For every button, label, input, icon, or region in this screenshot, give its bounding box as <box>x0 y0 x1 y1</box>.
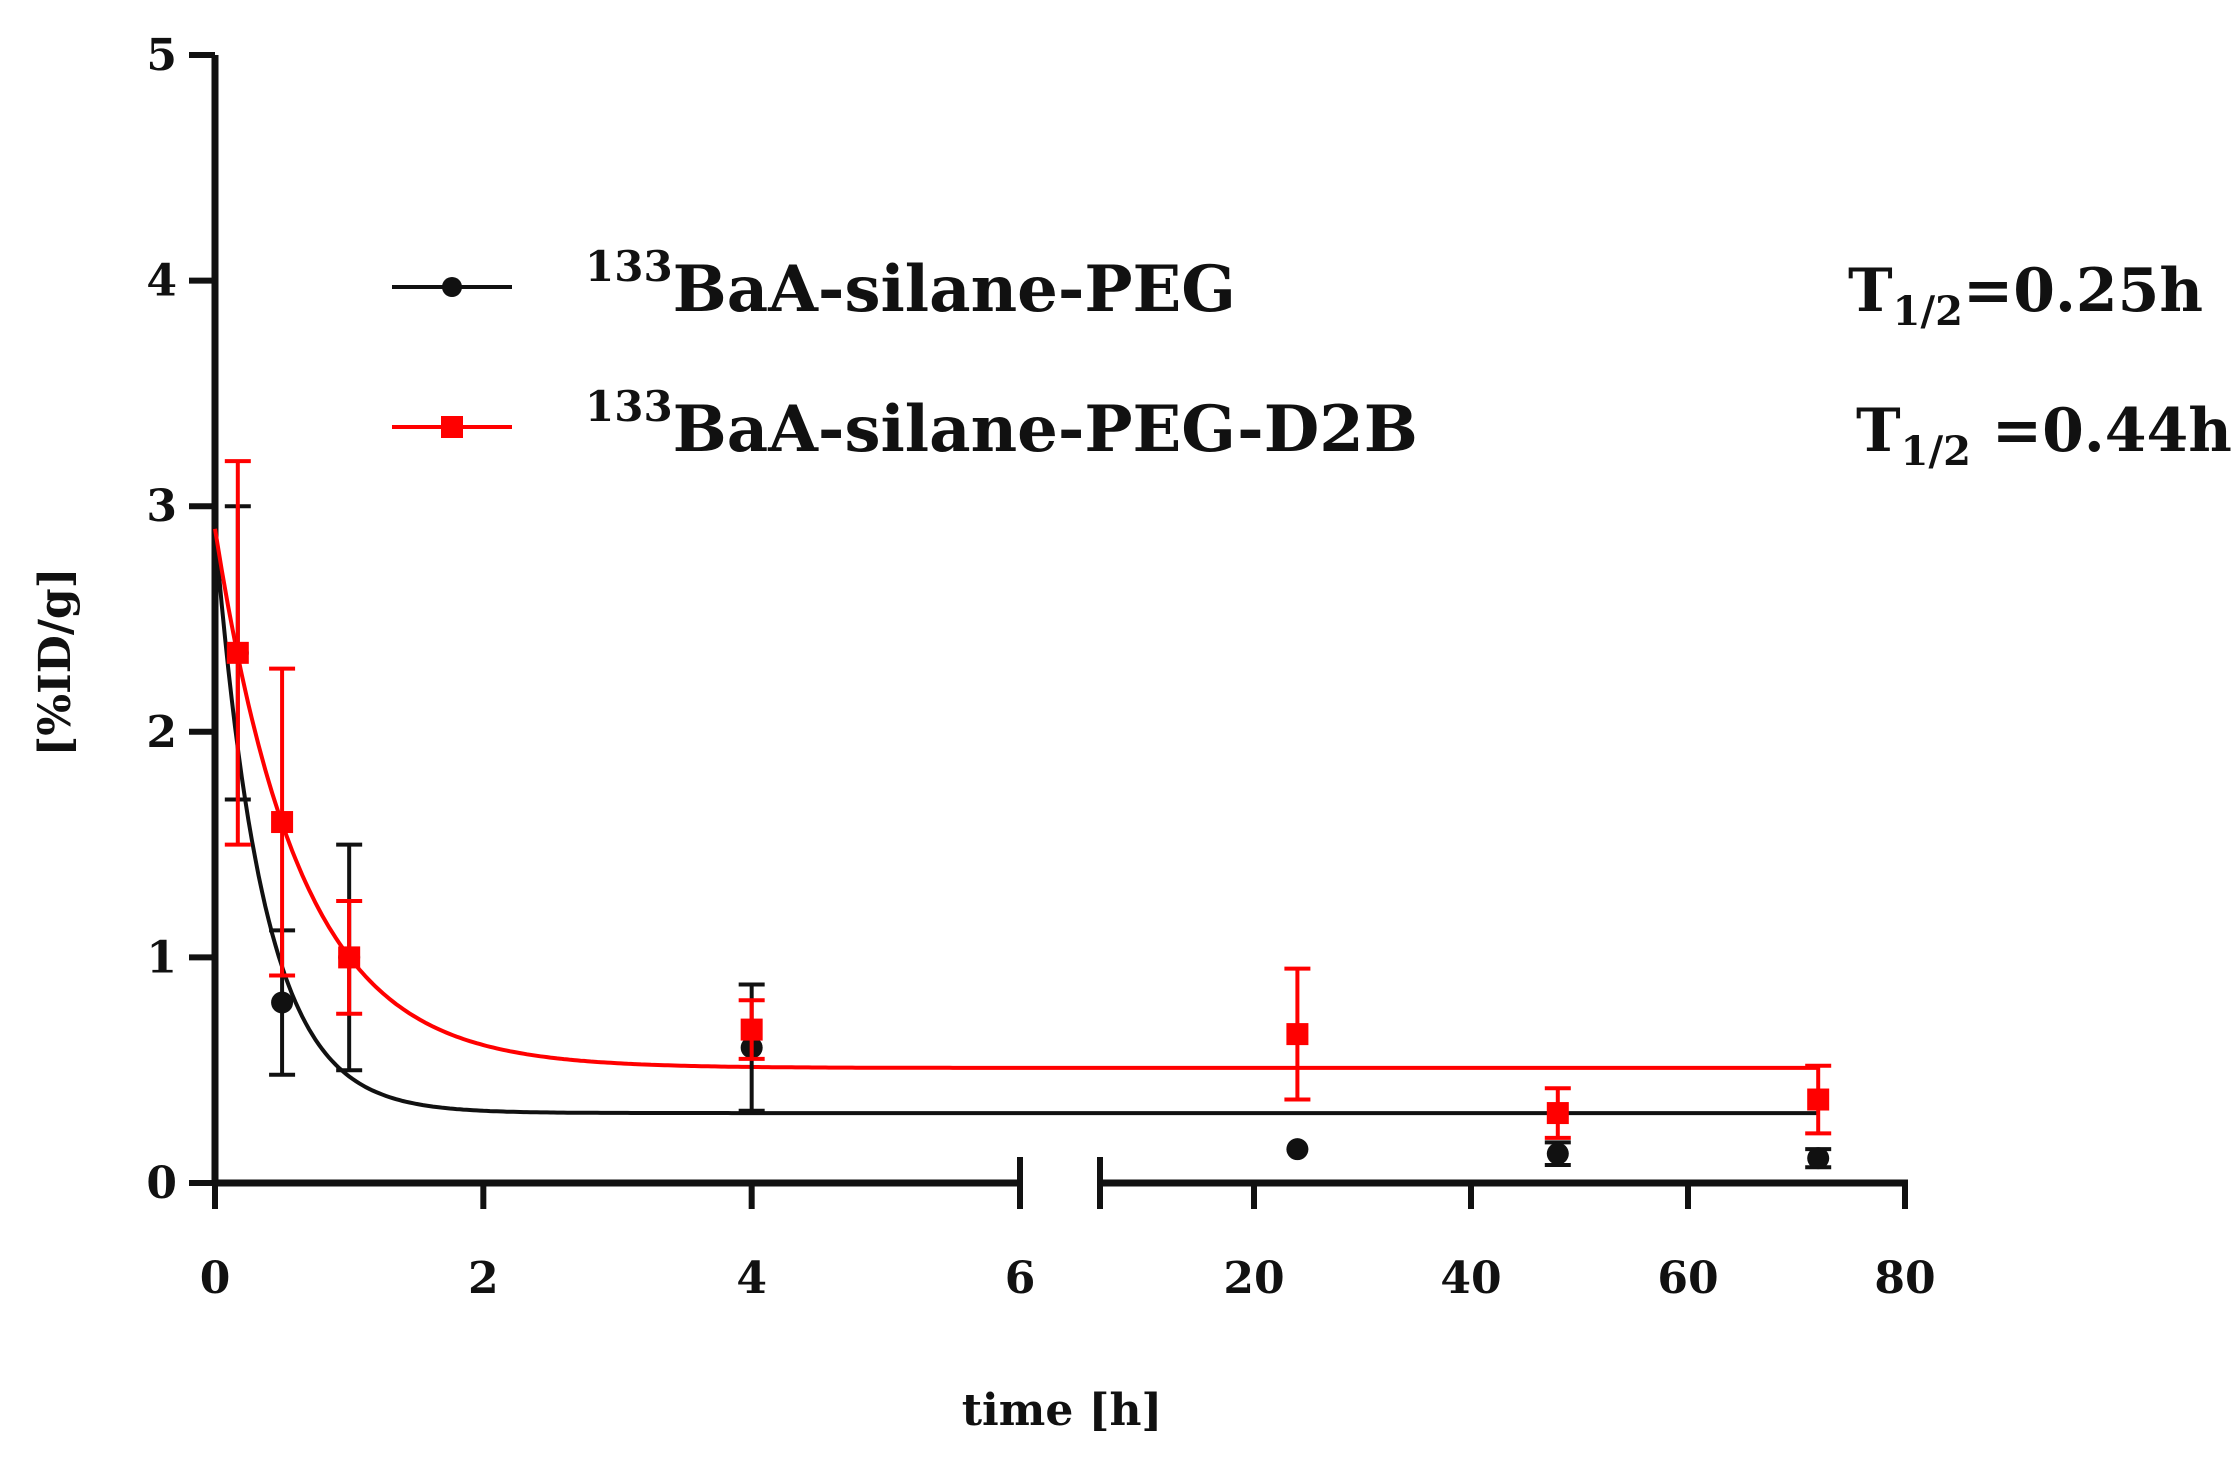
marker-square <box>338 946 361 969</box>
x-tick-label: 20 <box>1223 1253 1284 1304</box>
data-point <box>1284 966 1311 1102</box>
axes: 0 1 2 3 4 5 0 2 4 6 20 40 60 80 <box>146 30 1935 1304</box>
half-life-value: =0.25h <box>1963 256 2203 326</box>
marker-square <box>1807 1088 1830 1111</box>
data-point <box>1544 1140 1571 1167</box>
data-point <box>269 666 296 978</box>
marker-square <box>1286 1023 1309 1046</box>
y-tick-label: 2 <box>146 707 177 758</box>
x-tick-label: 80 <box>1874 1253 1935 1304</box>
legend: 133BaA-silane-PEG T1/2=0.25h133BaA-silane… <box>392 242 2232 475</box>
half-life-symbol: T <box>1856 396 1901 466</box>
marker-circle <box>1807 1147 1830 1170</box>
x-tick-label: 0 <box>200 1253 231 1304</box>
fit-curve-2 <box>213 528 1819 1070</box>
half-life-symbol: T <box>1848 256 1893 326</box>
marker-square <box>226 641 249 664</box>
half-life-value: =0.44h <box>1971 396 2232 466</box>
data-point <box>1805 1063 1832 1136</box>
legend-series-name: BaA-silane-PEG <box>673 252 1236 327</box>
legend-series-name: BaA-silane-PEG-D2B <box>673 392 1418 467</box>
legend-isotope: 133 <box>585 242 673 291</box>
legend-label: 133BaA-silane-PEG-D2B <box>585 382 1418 467</box>
legend-label: 133BaA-silane-PEG <box>585 242 1236 327</box>
data-point <box>224 459 251 847</box>
half-life-subscript: 1/2 <box>1893 288 1963 335</box>
y-tick-label: 1 <box>146 932 177 983</box>
x-axis-label: time [h] <box>962 1385 1163 1436</box>
fit-curves <box>213 528 1819 1116</box>
data-point <box>1805 1147 1832 1170</box>
y-tick-label: 5 <box>146 30 177 81</box>
y-axis-label: [%ID/g] <box>30 567 81 756</box>
y-tick-label: 3 <box>146 481 177 532</box>
legend-marker-square <box>441 416 463 438</box>
half-life-subscript: 1/2 <box>1901 428 1971 475</box>
legend-isotope: 133 <box>585 382 673 431</box>
half-life-label: T1/2 =0.44h <box>1856 396 2232 475</box>
fit-curve-1 <box>213 528 1819 1116</box>
marker-square <box>271 811 294 834</box>
data-marks <box>224 459 1832 1170</box>
legend-marker-circle <box>442 277 462 297</box>
marker-square <box>1546 1102 1569 1125</box>
data-point <box>1544 1086 1571 1140</box>
y-tick-label: 4 <box>146 256 177 307</box>
marker-square <box>740 1018 763 1041</box>
data-point <box>1286 1138 1309 1161</box>
y-tick-label: 0 <box>146 1158 177 1209</box>
x-tick-label: 2 <box>468 1253 499 1304</box>
marker-circle <box>1286 1138 1309 1161</box>
x-tick-label: 60 <box>1657 1253 1718 1304</box>
x-tick-label: 6 <box>1005 1253 1036 1304</box>
data-point <box>738 998 765 1061</box>
half-life-label: T1/2=0.25h <box>1848 256 2203 335</box>
data-point <box>336 899 363 1016</box>
x-tick-label: 4 <box>736 1253 767 1304</box>
legend-entry-1: 133BaA-silane-PEG T1/2=0.25h <box>392 242 2203 335</box>
marker-circle <box>271 991 294 1014</box>
legend-entry-2: 133BaA-silane-PEG-D2B T1/2 =0.44h <box>392 382 2232 475</box>
x-tick-label: 40 <box>1440 1253 1501 1304</box>
marker-circle <box>1546 1142 1569 1165</box>
